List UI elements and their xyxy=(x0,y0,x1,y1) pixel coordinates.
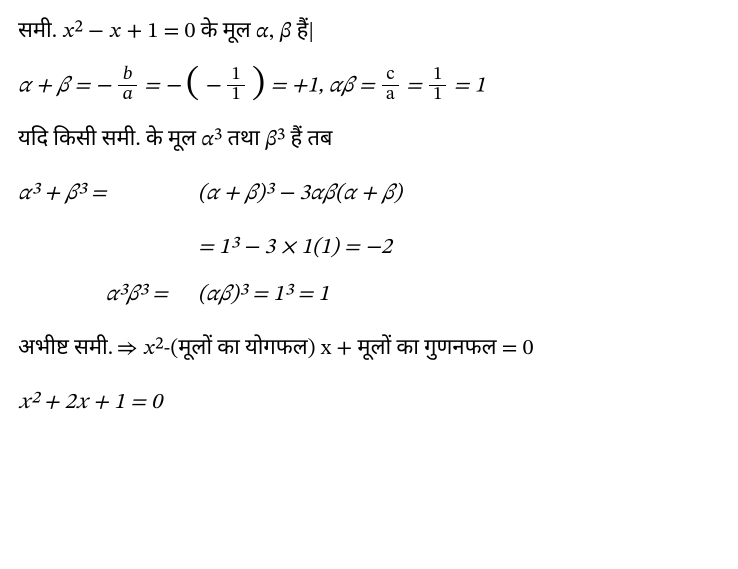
text: = 1³ − 3 × 1(1) = −2 xyxy=(198,237,392,259)
equation-sum-product: 𝛼 + 𝛽 = − 𝑏 𝑎 = − ( − 1 1 ) = +1, 𝛼𝛽 = c… xyxy=(18,66,720,108)
lhs: 𝛼³𝛽³ = xyxy=(18,275,168,317)
denominator: a xyxy=(382,86,399,106)
denominator: 1 xyxy=(429,86,446,106)
rhs: (𝛼 + 𝛽)³ − 3𝛼𝛽(𝛼 + 𝛽) xyxy=(198,174,402,216)
end: = 1 xyxy=(454,75,486,97)
fraction-1-over-1-a: 1 1 xyxy=(227,66,244,106)
denominator: 1 xyxy=(227,86,244,106)
alpha3-plus-beta3-eval: = 1³ − 3 × 1(1) = −2 xyxy=(198,228,720,270)
text: अभीष्ट समी. ⇒ 𝑥²-(मूलों का योगफल) x + मू… xyxy=(18,338,534,360)
text: 𝑥² + 2𝑥 + 1 = 0 xyxy=(18,392,162,414)
final-equation: 𝑥² + 2𝑥 + 1 = 0 xyxy=(18,383,720,425)
minus: − xyxy=(204,75,220,97)
lhs: 𝛼 + 𝛽 = − xyxy=(18,75,111,97)
text: समी. 𝑥² − 𝑥 + 1 = 0 के मूल 𝛼, 𝛽 हैं| xyxy=(18,21,314,43)
text: यदि किसी समी. के मूल 𝛼³ तथा 𝛽³ हैं तब xyxy=(18,129,332,151)
statement-line-3: यदि किसी समी. के मूल 𝛼³ तथा 𝛽³ हैं तब xyxy=(18,120,720,162)
equals: = xyxy=(406,75,427,97)
required-equation-text: अभीष्ट समी. ⇒ 𝑥²-(मूलों का योगफल) x + मू… xyxy=(18,329,720,371)
rhs: (𝛼𝛽)³ = 1³ = 1 xyxy=(198,275,329,317)
statement-line-1: समी. 𝑥² − 𝑥 + 1 = 0 के मूल 𝛼, 𝛽 हैं| xyxy=(18,12,720,54)
numerator: 𝑏 xyxy=(118,66,136,87)
equals: = − xyxy=(144,75,186,97)
mid: = +1, 𝛼𝛽 = xyxy=(270,75,379,97)
fraction-b-over-a: 𝑏 𝑎 xyxy=(118,66,136,106)
denominator: 𝑎 xyxy=(118,86,136,106)
numerator: 1 xyxy=(227,66,244,87)
fraction-1-over-1-b: 1 1 xyxy=(429,66,446,106)
alpha3-plus-beta3-row: 𝛼³ + 𝛽³ = (𝛼 + 𝛽)³ − 3𝛼𝛽(𝛼 + 𝛽) xyxy=(18,174,720,216)
numerator: 1 xyxy=(429,66,446,87)
lhs: 𝛼³ + 𝛽³ = xyxy=(18,174,168,216)
numerator: c xyxy=(382,66,399,87)
fraction-c-over-a: c a xyxy=(382,66,399,106)
alpha3-beta3-row: 𝛼³𝛽³ = (𝛼𝛽)³ = 1³ = 1 xyxy=(18,275,720,317)
